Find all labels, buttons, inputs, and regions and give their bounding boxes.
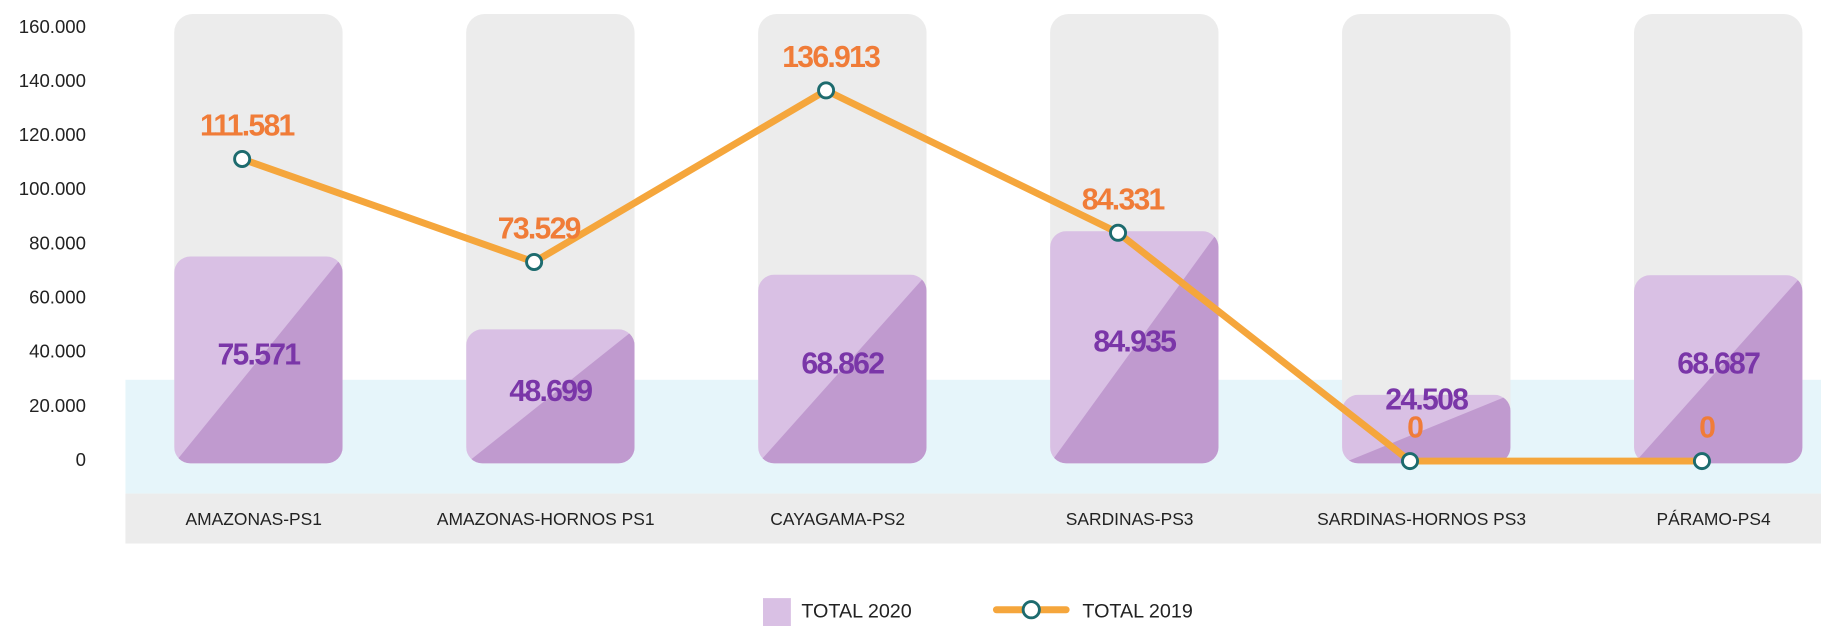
line (240, 86, 1702, 465)
y-tick-label: 160.000 (19, 16, 86, 37)
labels: 75.571 48.699 68.862 84.935 24.508 68.687 111.… (200, 41, 1762, 445)
line-marker (233, 149, 252, 168)
line-marker (525, 252, 544, 272)
category-band (125, 493, 1821, 544)
x-tick-label: AMAZONAS-HORNOS PS1 (437, 509, 655, 529)
legend-swatch (763, 598, 791, 626)
bar-group (466, 329, 635, 464)
bar-value-label: 24.508 (1385, 384, 1468, 417)
bar-group (1342, 394, 1511, 464)
bar-shade (1342, 394, 1511, 464)
y-tick-label: 140.000 (19, 70, 86, 91)
line-marker (817, 81, 836, 100)
line-marker (1400, 452, 1419, 471)
bar-value-label: 68.862 (801, 347, 884, 380)
bar-value-label: 84.935 (1093, 326, 1176, 359)
bar-value-label: 75.571 (217, 338, 300, 371)
legend: TOTAL 2020 TOTAL 2019 (763, 598, 1193, 626)
bar-shade (758, 274, 927, 464)
line-marker (1692, 452, 1711, 471)
line-value-label: 73.529 (498, 213, 581, 246)
bars (174, 231, 1803, 464)
bar-value-label: 48.699 (509, 375, 592, 408)
line-value-label: 0 (1699, 412, 1715, 445)
legend-label: TOTAL 2020 (801, 600, 911, 622)
lines (233, 81, 1711, 471)
y-tick-label: 100.000 (19, 178, 86, 199)
y-tick-label: 120.000 (19, 124, 86, 145)
line-value-label: 0 (1407, 412, 1423, 445)
bar-group (758, 274, 927, 464)
pillar (1342, 13, 1511, 464)
line-value-label: 111.581 (200, 110, 295, 143)
line-value-label: 84.331 (1082, 183, 1165, 216)
bar-shade (1634, 275, 1803, 464)
bar-value-label: 68.687 (1677, 348, 1760, 381)
y-tick-label: 0 (76, 449, 86, 470)
legend-label: TOTAL 2019 (1082, 600, 1192, 622)
x-tick-label: CAYAGAMA-PS2 (770, 509, 905, 529)
band (125, 379, 1821, 494)
x-tick-label: AMAZONAS-PS1 (186, 509, 322, 529)
line-value-label: 136.913 (782, 41, 880, 74)
y-tick-label: 80.000 (29, 232, 86, 253)
bar-group (1050, 231, 1219, 464)
bar-group (1634, 275, 1803, 464)
line-marker (1109, 223, 1128, 242)
bar-group (174, 256, 343, 464)
y-tick-label: 40.000 (29, 341, 86, 362)
x-tick-label: SARDINAS-PS3 (1066, 509, 1194, 529)
x-tick-label: SARDINAS-HORNOS PS3 (1317, 509, 1526, 529)
x-tick-label: PÁRAMO-PS4 (1657, 509, 1771, 529)
legend-marker (1021, 600, 1041, 620)
y-tick-label: 20.000 (29, 395, 86, 416)
y-tick-label: 60.000 (29, 287, 86, 308)
